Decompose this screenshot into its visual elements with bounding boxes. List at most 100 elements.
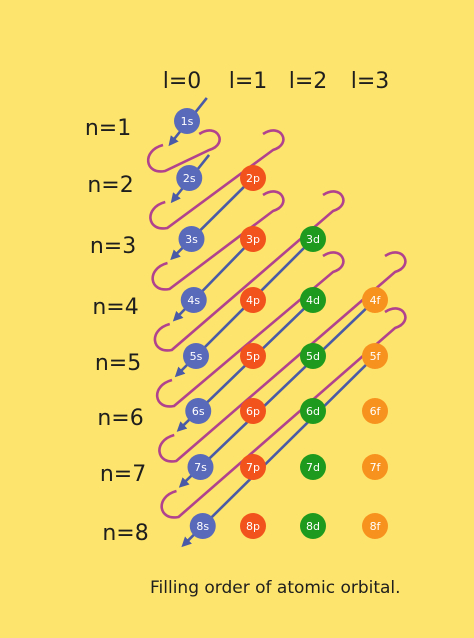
orbital-label: 8s: [196, 520, 209, 533]
return-loops: [146, 129, 407, 519]
l-label: l=3: [351, 69, 390, 94]
orbital-label: 3s: [185, 233, 198, 246]
diagram-caption: Filling order of atomic orbital.: [150, 578, 401, 598]
orbital-circle: [240, 398, 266, 424]
orbital-circle: [362, 287, 388, 313]
orbital-8p: 8p: [240, 513, 266, 539]
orbital-circle: [362, 398, 388, 424]
orbital-label: 2p: [246, 172, 260, 185]
orbital-label: 1s: [181, 115, 194, 128]
filling-arrow: [181, 346, 385, 548]
orbital-circle: [240, 513, 266, 539]
orbital-circle: [240, 343, 266, 369]
orbital-label: 5p: [246, 350, 260, 363]
orbital-label: 3d: [306, 233, 320, 246]
orbital-3s: 3s: [178, 226, 205, 252]
orbital-2s: 2s: [176, 165, 203, 191]
return-loop: [158, 251, 407, 463]
orbital-label: 7s: [194, 461, 207, 474]
orbital-6p: 6p: [240, 398, 266, 424]
orbital-label: 8d: [306, 520, 320, 533]
orbital-label: 7d: [306, 461, 320, 474]
orbital-label: 6s: [192, 405, 205, 418]
n-label: n=5: [95, 351, 141, 376]
orbital-label: 5f: [370, 350, 382, 363]
orbital-7f: 7f: [362, 454, 388, 480]
orbital-label: 7p: [246, 461, 260, 474]
orbital-circle: [178, 226, 205, 252]
orbital-4s: 4s: [180, 287, 207, 313]
orbital-6s: 6s: [185, 398, 212, 424]
orbital-label: 2s: [183, 172, 196, 185]
l-label: l=1: [229, 69, 268, 94]
orbital-5p: 5p: [240, 343, 266, 369]
n-label: n=1: [85, 116, 131, 141]
return-loop: [146, 129, 221, 173]
orbital-7d: 7d: [300, 454, 326, 480]
orbital-3p: 3p: [240, 226, 266, 252]
filling-arrow: [178, 290, 385, 488]
orbital-5s: 5s: [183, 343, 209, 369]
orbital-circle: [300, 398, 326, 424]
orbital-8d: 8d: [300, 513, 326, 539]
orbital-label: 8f: [370, 520, 382, 533]
orbital-7p: 7p: [240, 454, 266, 480]
orbital-label: 7f: [370, 461, 382, 474]
orbital-2p: 2p: [240, 165, 266, 191]
return-loop: [153, 190, 345, 352]
orbital-label: 4d: [306, 294, 320, 307]
l-label: l=0: [163, 69, 202, 94]
return-loop: [160, 307, 407, 519]
orbital-circle: [240, 226, 266, 252]
orbital-circle: [180, 287, 207, 313]
orbital-circle: [240, 454, 266, 480]
orbital-4d: 4d: [300, 287, 326, 313]
orbital-circle: [187, 454, 214, 480]
orbital-3d: 3d: [300, 226, 326, 252]
orbital-label: 5d: [306, 350, 320, 363]
orbital-circle: [174, 108, 200, 134]
orbital-label: 6p: [246, 405, 260, 418]
orbital-1s: 1s: [174, 108, 200, 134]
orbital-8s: 8s: [189, 513, 216, 539]
return-loop: [149, 129, 285, 230]
orbital-5f: 5f: [362, 343, 388, 369]
n-label: n=8: [102, 521, 148, 546]
orbital-circle: [362, 343, 388, 369]
orbital-circle: [300, 226, 326, 252]
orbital-6f: 6f: [362, 398, 388, 424]
orbital-7s: 7s: [187, 454, 214, 480]
orbital-circle: [300, 513, 326, 539]
orbital-circle: [240, 165, 266, 191]
orbital-4f: 4f: [362, 287, 388, 313]
orbital-6d: 6d: [300, 398, 326, 424]
orbital-label: 3p: [246, 233, 260, 246]
n-label: n=2: [87, 173, 133, 198]
return-loop: [151, 190, 285, 291]
orbital-label: 6d: [306, 405, 320, 418]
orbital-5d: 5d: [300, 343, 326, 369]
n-label: n=3: [90, 234, 136, 259]
n-label: n=7: [100, 462, 146, 487]
l-label: l=2: [289, 69, 328, 94]
n-label: n=4: [92, 295, 138, 320]
orbital-circle: [300, 287, 326, 313]
orbital-4p: 4p: [240, 287, 266, 313]
n-row-labels: n=1 n=2 n=3 n=4 n=5 n=6 n=7 n=8: [85, 116, 149, 546]
orbital-label: 8p: [246, 520, 260, 533]
orbital-circle: [300, 343, 326, 369]
orbital-circle: [362, 513, 388, 539]
orbital-circle: [189, 513, 216, 539]
return-loop: [155, 251, 345, 408]
orbital-label: 5s: [190, 350, 203, 363]
orbital-circle: [183, 343, 209, 369]
orbital-8f: 8f: [362, 513, 388, 539]
orbital-label: 4p: [246, 294, 260, 307]
orbital-label: 4s: [187, 294, 200, 307]
n-label: n=6: [97, 406, 143, 431]
orbital-circle: [185, 398, 212, 424]
l-column-labels: l=0 l=1 l=2 l=3: [163, 69, 390, 94]
orbital-circle: [362, 454, 388, 480]
orbital-circles: 1s 2s 2p 3s 3p 3d 4s 4p 4d 4f 5s 5p 5d 5f 6s 6p 6d 6f 7s 7p…: [174, 108, 388, 539]
